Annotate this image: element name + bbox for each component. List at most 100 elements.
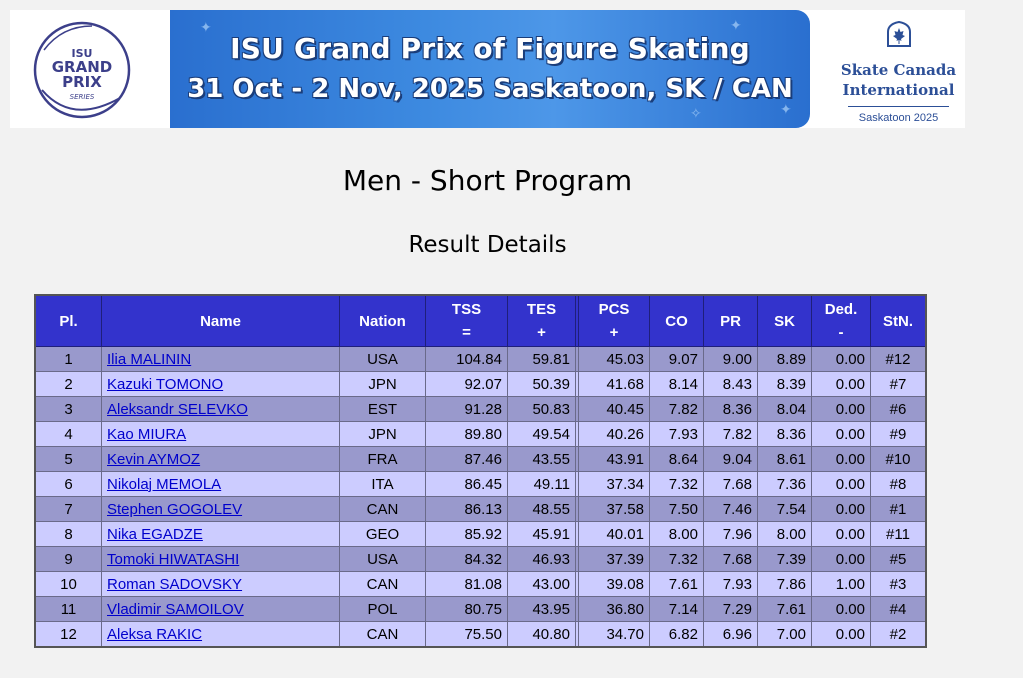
skater-link[interactable]: Tomoki HIWATASHI bbox=[107, 550, 240, 568]
skater-link[interactable]: Ilia MALININ bbox=[107, 350, 192, 368]
table-row: 5 Kevin AYMOZ FRA 87.46 43.55 43.91 8.64 9.04 8.… bbox=[34, 446, 927, 472]
starting-number-cell: #10 bbox=[870, 446, 927, 472]
pr-cell: 9.04 bbox=[703, 446, 758, 472]
pr-cell: 7.68 bbox=[703, 546, 758, 572]
skater-link[interactable]: Aleksa RAKIC bbox=[107, 625, 203, 643]
tss-cell: 89.80 bbox=[425, 421, 508, 447]
starting-number-cell: #12 bbox=[870, 346, 927, 372]
tss-cell: 92.07 bbox=[425, 371, 508, 397]
skater-link[interactable]: Kazuki TOMONO bbox=[107, 375, 224, 393]
header-tes: TES + bbox=[507, 294, 576, 347]
skater-link[interactable]: Kevin AYMOZ bbox=[107, 450, 201, 468]
tes-cell: 49.11 bbox=[507, 471, 576, 497]
tss-cell: 86.13 bbox=[425, 496, 508, 522]
place-cell: 4 bbox=[34, 421, 102, 447]
skater-link[interactable]: Aleksandr SELEVKO bbox=[107, 400, 248, 418]
pcs-cell: 40.01 bbox=[578, 521, 650, 547]
tss-cell: 80.75 bbox=[425, 596, 508, 622]
starting-number-cell: #7 bbox=[870, 371, 927, 397]
place-cell: 10 bbox=[34, 571, 102, 597]
place-cell: 7 bbox=[34, 496, 102, 522]
skater-name-cell: Kevin AYMOZ bbox=[101, 446, 340, 472]
skater-name-cell: Ilia MALININ bbox=[101, 346, 340, 372]
deductions-cell: 0.00 bbox=[811, 596, 871, 622]
place-cell: 9 bbox=[34, 546, 102, 572]
nation-cell: JPN bbox=[339, 371, 426, 397]
co-cell: 8.14 bbox=[649, 371, 704, 397]
table-row: 3 Aleksandr SELEVKO EST 91.28 50.83 40.45 7.82… bbox=[34, 396, 927, 422]
logo-isu: ISU bbox=[72, 47, 93, 60]
event-name: Skate Canada International bbox=[832, 60, 965, 100]
header-tss: TSS = bbox=[425, 294, 508, 347]
place-cell: 12 bbox=[34, 621, 102, 648]
sparkle-icon: ✦ bbox=[780, 102, 792, 118]
place-cell: 8 bbox=[34, 521, 102, 547]
nation-cell: JPN bbox=[339, 421, 426, 447]
nation-cell: USA bbox=[339, 546, 426, 572]
table-row: 6 Nikolaj MEMOLA ITA 86.45 49.11 37.34 7.32 7.6… bbox=[34, 471, 927, 497]
table-row: 11 Vladimir SAMOILOV POL 80.75 43.95 36.80 7.1… bbox=[34, 596, 927, 622]
table-row: 9 Tomoki HIWATASHI USA 84.32 46.93 37.39 7.32 7… bbox=[34, 546, 927, 572]
starting-number-cell: #9 bbox=[870, 421, 927, 447]
co-cell: 7.50 bbox=[649, 496, 704, 522]
skater-name-cell: Roman SADOVSKY bbox=[101, 571, 340, 597]
deductions-cell: 0.00 bbox=[811, 421, 871, 447]
event-name-line2: International bbox=[842, 81, 955, 99]
banner-title: ISU Grand Prix of Figure Skating bbox=[230, 32, 750, 65]
pcs-cell: 34.70 bbox=[578, 621, 650, 648]
pcs-cell: 40.26 bbox=[578, 421, 650, 447]
sk-cell: 7.61 bbox=[757, 596, 812, 622]
deductions-cell: 0.00 bbox=[811, 371, 871, 397]
skater-name-cell: Stephen GOGOLEV bbox=[101, 496, 340, 522]
deductions-cell: 1.00 bbox=[811, 571, 871, 597]
skater-link[interactable]: Vladimir SAMOILOV bbox=[107, 600, 244, 618]
place-cell: 1 bbox=[34, 346, 102, 372]
skater-name-cell: Nikolaj MEMOLA bbox=[101, 471, 340, 497]
starting-number-cell: #3 bbox=[870, 571, 927, 597]
pr-cell: 7.68 bbox=[703, 471, 758, 497]
skater-name-cell: Kazuki TOMONO bbox=[101, 371, 340, 397]
page-title: Men - Short Program bbox=[342, 164, 633, 197]
tss-cell: 86.45 bbox=[425, 471, 508, 497]
sk-cell: 7.36 bbox=[757, 471, 812, 497]
skater-link[interactable]: Kao MIURA bbox=[107, 425, 187, 443]
pcs-cell: 43.91 bbox=[578, 446, 650, 472]
skater-name-cell: Kao MIURA bbox=[101, 421, 340, 447]
sk-cell: 8.89 bbox=[757, 346, 812, 372]
table-row: 2 Kazuki TOMONO JPN 92.07 50.39 41.68 8.14 8.43… bbox=[34, 371, 927, 397]
starting-number-cell: #1 bbox=[870, 496, 927, 522]
nation-cell: CAN bbox=[339, 496, 426, 522]
sk-cell: 7.39 bbox=[757, 546, 812, 572]
sk-cell: 7.00 bbox=[757, 621, 812, 648]
event-subtitle: Saskatoon 2025 bbox=[858, 112, 939, 124]
place-cell: 11 bbox=[34, 596, 102, 622]
pr-cell: 9.00 bbox=[703, 346, 758, 372]
place-cell: 3 bbox=[34, 396, 102, 422]
header-place: Pl. bbox=[34, 294, 102, 347]
nation-cell: POL bbox=[339, 596, 426, 622]
pr-cell: 8.43 bbox=[703, 371, 758, 397]
place-cell: 2 bbox=[34, 371, 102, 397]
event-name-line1: Skate Canada bbox=[840, 61, 957, 79]
tss-cell: 84.32 bbox=[425, 546, 508, 572]
skater-link[interactable]: Nika EGADZE bbox=[107, 525, 203, 543]
deductions-cell: 0.00 bbox=[811, 621, 871, 648]
skater-link[interactable]: Stephen GOGOLEV bbox=[107, 500, 243, 518]
header-sk: SK bbox=[757, 294, 812, 347]
table-row: 1 Ilia MALININ USA 104.84 59.81 45.03 9.07 9.00… bbox=[34, 346, 927, 372]
co-cell: 7.14 bbox=[649, 596, 704, 622]
tes-cell: 50.83 bbox=[507, 396, 576, 422]
page-subtitle: Result Details bbox=[408, 232, 567, 258]
co-cell: 7.61 bbox=[649, 571, 704, 597]
tss-cell: 75.50 bbox=[425, 621, 508, 648]
skater-link[interactable]: Roman SADOVSKY bbox=[107, 575, 243, 593]
deductions-cell: 0.00 bbox=[811, 546, 871, 572]
pcs-cell: 45.03 bbox=[578, 346, 650, 372]
skater-name-cell: Vladimir SAMOILOV bbox=[101, 596, 340, 622]
deductions-cell: 0.00 bbox=[811, 396, 871, 422]
logo-series: SERIES bbox=[70, 93, 95, 101]
pcs-cell: 37.58 bbox=[578, 496, 650, 522]
tes-cell: 40.80 bbox=[507, 621, 576, 648]
skater-link[interactable]: Nikolaj MEMOLA bbox=[107, 475, 222, 493]
table-row: 7 Stephen GOGOLEV CAN 86.13 48.55 37.58 7.50 7.… bbox=[34, 496, 927, 522]
